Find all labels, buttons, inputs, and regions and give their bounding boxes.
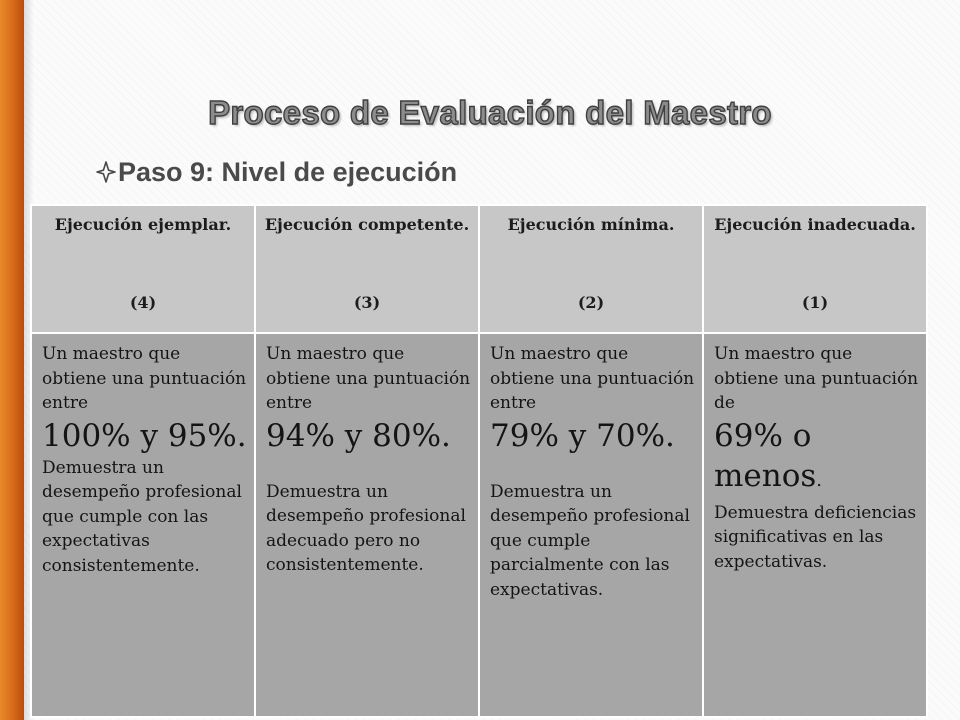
- table-cell-exemplary: Un maestro que obtiene una puntuación en…: [30, 332, 256, 718]
- step-heading: Paso 9: Nivel de ejecución: [96, 152, 457, 192]
- cell-intro: Un maestro que obtiene una puntuación en…: [42, 344, 247, 413]
- cell-intro: Un maestro que obtiene una puntuación de: [714, 344, 919, 413]
- cell-description: Demuestra un desempeño profesional que c…: [490, 481, 690, 600]
- cell-intro: Un maestro que obtiene una puntuación en…: [490, 344, 695, 413]
- table-cell-competent: Un maestro que obtiene una puntuación en…: [254, 332, 480, 718]
- table-cell-minimal: Un maestro que obtiene una puntuación en…: [478, 332, 704, 718]
- cell-score-range: 100% y 95%.: [42, 417, 247, 454]
- step-label: Paso 9: Nivel de ejecución: [118, 156, 458, 187]
- cell-intro: Un maestro que obtiene una puntuación en…: [266, 344, 471, 413]
- cell-score-range: 69% o menos: [714, 417, 817, 494]
- cell-description: Demuestra deficiencias significativas en…: [714, 502, 917, 572]
- column-header-name: Ejecución mínima.: [507, 215, 675, 234]
- cell-spacer: [490, 456, 696, 480]
- cell-score-range: 79% y 70%.: [490, 417, 675, 454]
- cell-score-range-wrap: 69% o menos.: [714, 416, 920, 501]
- column-header-level: (3): [353, 293, 381, 312]
- table-header-row: Ejecución ejemplar. (4) Ejecución compet…: [30, 204, 928, 334]
- column-header-name: Ejecución ejemplar.: [54, 215, 232, 234]
- column-header-name: Ejecución competente.: [264, 215, 470, 234]
- column-header-minimal: Ejecución mínima. (2): [478, 204, 704, 334]
- performance-level-table: Ejecución ejemplar. (4) Ejecución compet…: [30, 204, 928, 718]
- column-header-level: (2): [577, 293, 605, 312]
- slide-title: Proceso de Evaluación del Maestro: [207, 93, 772, 131]
- accent-side-shadow: [24, 0, 34, 720]
- column-header-level: (4): [129, 293, 157, 312]
- cell-description: Demuestra un desempeño profesional que c…: [42, 457, 242, 576]
- column-header-competent: Ejecución competente. (3): [254, 204, 480, 334]
- cell-description: Demuestra un desempeño profesional adecu…: [266, 481, 466, 576]
- table-cell-inadequate: Un maestro que obtiene una puntuación de…: [702, 332, 928, 718]
- column-header-level: (1): [801, 293, 829, 312]
- cell-spacer: [266, 456, 472, 480]
- column-header-name: Ejecución inadecuada.: [714, 215, 916, 234]
- cell-score-range-suffix: .: [816, 469, 823, 491]
- column-header-exemplary: Ejecución ejemplar. (4): [30, 204, 256, 334]
- cell-score-range: 94% y 80%.: [266, 417, 451, 454]
- four-point-star-outline-icon: [96, 160, 116, 184]
- table-row: Un maestro que obtiene una puntuación en…: [30, 332, 928, 718]
- column-header-inadequate: Ejecución inadecuada. (1): [702, 204, 928, 334]
- accent-side-bar: [0, 0, 24, 720]
